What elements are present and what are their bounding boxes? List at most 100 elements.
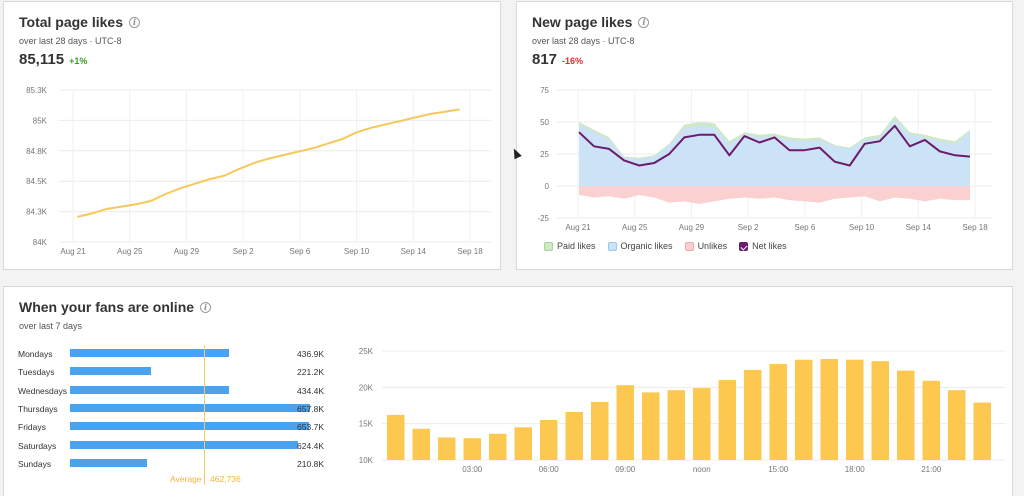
new-likes-value-row: 817 -16% <box>532 51 583 68</box>
day-row: Wednesdays 434.4K <box>18 384 328 398</box>
day-label: Mondays <box>18 349 53 359</box>
hour-bar <box>897 370 915 460</box>
day-value: 434.4K <box>297 385 324 396</box>
y-tick-label: 75 <box>540 86 549 95</box>
day-bar[interactable] <box>70 458 147 467</box>
net-likes-line <box>578 124 971 167</box>
x-tick-label: Aug 25 <box>622 223 648 232</box>
day-bar[interactable] <box>70 403 310 412</box>
day-bar[interactable] <box>70 367 151 376</box>
new-likes-legend: Paid likes Organic likes Unlikes Net likes <box>544 241 787 251</box>
legend-item[interactable]: Organic likes <box>607 241 673 251</box>
day-label: Tuesdays <box>18 367 55 378</box>
new-likes-value: 817 <box>532 51 558 68</box>
x-tick-label: Aug 29 <box>679 223 705 232</box>
day-row: Mondays 436.9K <box>18 347 328 361</box>
legend-item[interactable]: Net likes <box>739 241 787 251</box>
x-tick-label: 03:00 <box>462 465 483 474</box>
day-bar[interactable] <box>70 349 230 357</box>
hour-bar <box>846 359 864 460</box>
total-likes-chart[interactable]: 84K 84.3K 84.5K 84.8K 85K 85.3K Aug 21 Aug 25 Au… <box>4 2 502 271</box>
x-tick-label: Sep 6 <box>289 247 310 256</box>
x-tick-label: 09:00 <box>615 465 636 474</box>
x-tick-label: Aug 29 <box>174 247 200 256</box>
y-tick-label: 84.3K <box>26 208 48 217</box>
day-row: Tuesdays 221.2K <box>18 365 328 379</box>
x-tick-label: 21:00 <box>921 465 942 474</box>
total-likes-subtitle: over last 28 days · UTC-8 <box>19 36 122 46</box>
hour-bar <box>642 392 660 460</box>
day-label: Wednesdays <box>18 385 67 396</box>
day-value: 657.8K <box>297 403 324 414</box>
x-tick-label: Sep 14 <box>906 223 932 232</box>
x-tick-label: Sep 2 <box>233 247 254 256</box>
x-tick-label: 06:00 <box>539 465 560 474</box>
y-tick-label: 10K <box>359 456 374 465</box>
new-likes-chart[interactable]: -25 0 25 50 75 Aug 21 Aug 25 Aug 29 Sep 2 Sep 6 Se… <box>517 2 1014 271</box>
new-likes-delta: -16% <box>562 56 584 66</box>
new-page-likes-card: New page likes i over last 28 days · UTC… <box>516 1 1013 270</box>
x-tick-label: Aug 21 <box>60 247 86 256</box>
day-label: Thursdays <box>18 403 58 414</box>
y-tick-label: 25K <box>359 347 374 356</box>
hour-bar <box>718 380 736 460</box>
legend-swatch <box>544 241 553 251</box>
hour-bar <box>540 420 558 460</box>
day-row: Sundays 210.8K <box>18 457 328 471</box>
hour-bar <box>438 437 456 460</box>
total-likes-line <box>77 108 460 218</box>
legend-swatch <box>739 241 749 251</box>
hour-bar <box>820 359 838 460</box>
new-likes-title: New page likes i <box>532 14 650 30</box>
new-likes-title-text: New page likes <box>532 14 633 30</box>
y-tick-label: 84.8K <box>26 147 48 156</box>
day-value: 653.7K <box>297 422 324 433</box>
hour-bar <box>922 380 940 460</box>
x-tick-label: 18:00 <box>845 465 866 474</box>
total-likes-value-row: 85,115 +1% <box>19 51 87 68</box>
hour-bar <box>693 388 711 460</box>
x-tick-label: 15:00 <box>768 465 789 474</box>
x-tick-label: Sep 10 <box>344 247 370 256</box>
hour-bar <box>667 390 685 460</box>
hour-bar <box>744 369 762 460</box>
legend-item[interactable]: Unlikes <box>684 241 728 251</box>
info-icon[interactable]: i <box>200 301 212 313</box>
day-value: 221.2K <box>297 367 324 378</box>
day-value: 436.9K <box>297 349 324 359</box>
day-bar[interactable] <box>70 385 229 394</box>
hour-bar <box>565 412 583 460</box>
average-line <box>204 345 205 485</box>
day-label: Saturdays <box>18 440 57 451</box>
hour-bar <box>769 364 787 460</box>
y-tick-label: 84K <box>33 238 48 247</box>
y-tick-label: 50 <box>540 118 549 127</box>
x-tick-label: Sep 6 <box>794 223 815 232</box>
x-tick-label: Sep 2 <box>738 223 759 232</box>
info-icon[interactable]: i <box>129 16 140 28</box>
legend-label: Paid likes <box>557 241 596 251</box>
day-bar[interactable] <box>70 422 309 431</box>
fans-online-subtitle: over last 7 days <box>19 321 83 331</box>
y-tick-label: 85.3K <box>26 86 48 95</box>
y-tick-label: 20K <box>359 383 374 392</box>
legend-label: Unlikes <box>697 241 728 251</box>
day-label: Fridays <box>18 422 46 433</box>
legend-item[interactable]: Paid likes <box>544 241 596 251</box>
total-likes-title-text: Total page likes <box>19 14 123 30</box>
legend-label: Organic likes <box>620 241 673 251</box>
total-likes-delta: +1% <box>69 56 88 66</box>
x-tick-label: Sep 18 <box>457 247 483 256</box>
day-row: Fridays 653.7K <box>18 420 328 434</box>
legend-swatch <box>607 241 617 251</box>
fans-online-title-text: When your fans are online <box>19 299 195 315</box>
day-bar[interactable] <box>70 440 298 449</box>
day-row: Saturdays 624.4K <box>18 439 328 453</box>
day-value: 624.4K <box>297 440 324 451</box>
total-likes-value: 85,115 <box>19 51 65 68</box>
x-tick-label: Aug 21 <box>565 223 591 232</box>
info-icon[interactable]: i <box>638 16 650 28</box>
hour-bar <box>795 359 813 460</box>
y-tick-label: 25 <box>540 150 549 159</box>
